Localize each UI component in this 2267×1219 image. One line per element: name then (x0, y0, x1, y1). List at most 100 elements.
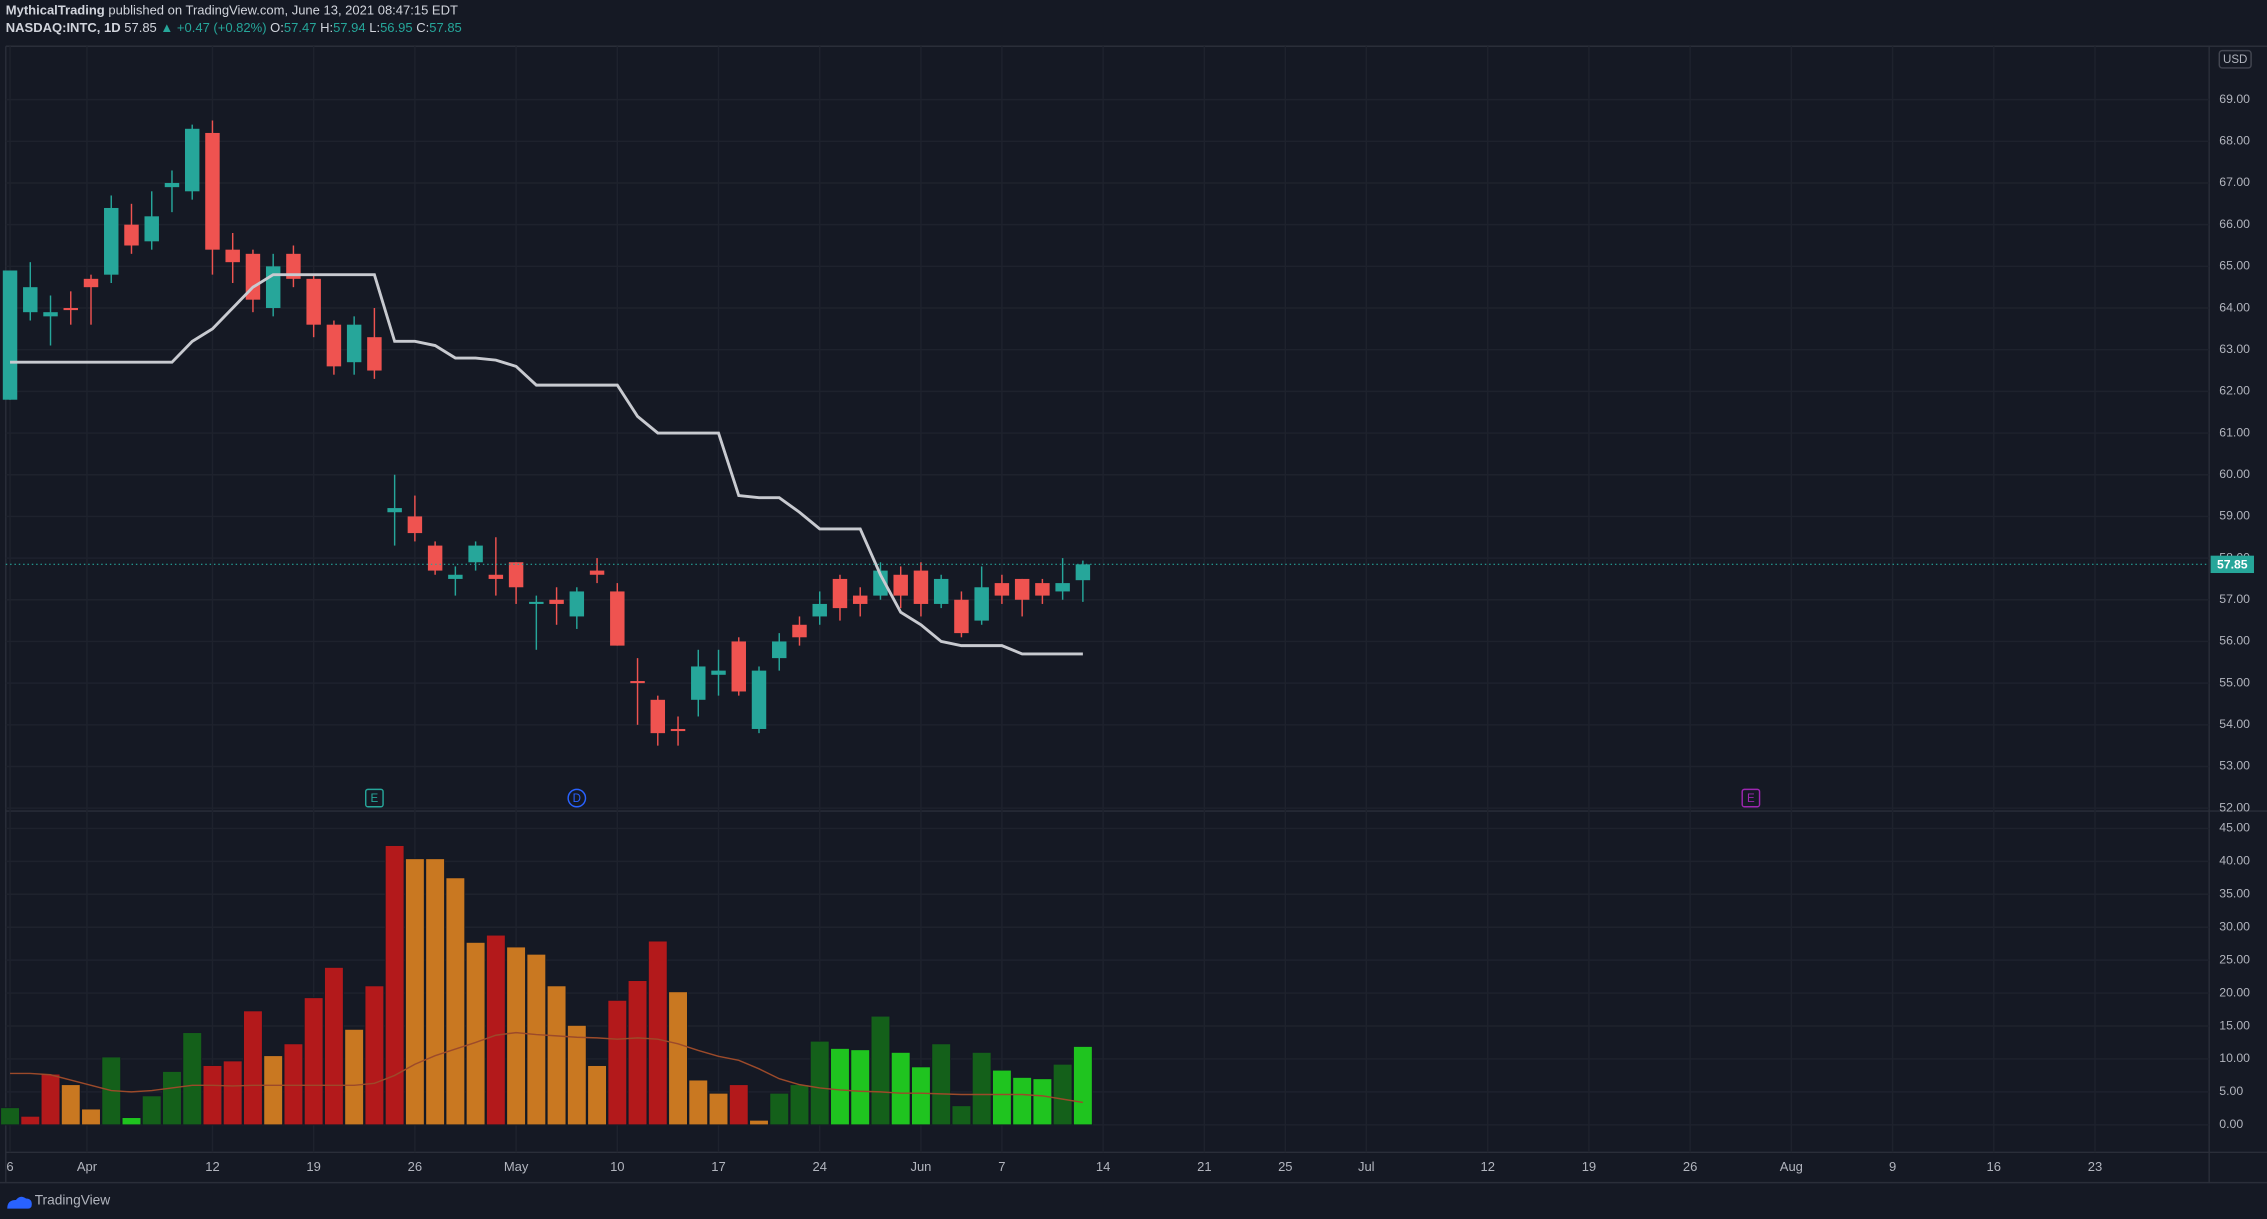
candle-body (63, 308, 78, 311)
x-tick-label: 12 (1480, 1159, 1494, 1174)
x-tick-label: 16 (1987, 1159, 2001, 1174)
event-shape (567, 788, 587, 808)
candle-body (1075, 564, 1091, 581)
volume-bar (182, 1032, 203, 1126)
y-tick-label: 67.00 (2219, 175, 2250, 189)
candle-body (468, 545, 483, 563)
y-tick-label: 63.00 (2219, 342, 2250, 356)
x-tick-label: 12 (205, 1159, 219, 1174)
brand[interactable]: TradingView (35, 1192, 111, 1207)
symbol: NASDAQ:INTC, 1D (6, 20, 121, 35)
published: published on TradingView.com, June 13, 2… (108, 3, 458, 18)
volume-bar (769, 1092, 790, 1126)
y-tick-label: 55.00 (2219, 675, 2250, 689)
volume-bar (971, 1051, 992, 1126)
candle-body (43, 312, 58, 317)
volume-bar (405, 858, 425, 1126)
candle-body (306, 278, 321, 325)
logo-cloud (7, 1196, 32, 1209)
x-tick-label: 24 (812, 1159, 826, 1174)
author: MythicalTrading (6, 3, 105, 18)
currency-box[interactable] (2218, 49, 2252, 69)
x-tick-label: 10 (610, 1159, 624, 1174)
last-close: 57.85 (124, 20, 157, 35)
candle-body (184, 128, 200, 192)
volume-bar (890, 1051, 911, 1126)
y-tick-label: 69.00 (2219, 92, 2250, 106)
volume-bar (708, 1092, 729, 1126)
candle-body (650, 699, 666, 734)
event-marker[interactable]: E (364, 788, 384, 808)
x-tick-label: 21 (1197, 1159, 1211, 1174)
symbol-line: NASDAQ:INTC, 1D 57.85 ▲ +0.47 (+0.82%) O… (6, 20, 462, 35)
volume-bar (1032, 1078, 1053, 1126)
volume-bar (425, 858, 445, 1126)
candle-body (164, 182, 180, 188)
volume-bar (850, 1049, 871, 1126)
x-tick-label: Aug (1780, 1159, 1803, 1174)
volume-bar (1012, 1076, 1032, 1126)
candle-body (711, 670, 726, 675)
volume-bar (81, 1108, 101, 1126)
volume-bar (566, 1024, 587, 1126)
chart-root: MythicalTrading published on TradingView… (0, 3, 2267, 1209)
close-label: C: (416, 20, 429, 35)
candle-body (630, 681, 645, 684)
volume-bar (911, 1066, 931, 1126)
currency[interactable]: USD (2223, 54, 2247, 66)
volume-bar (931, 1043, 952, 1126)
open-label: O: (270, 20, 284, 35)
volume-ma-line (10, 1031, 1083, 1104)
candle-body (731, 641, 746, 692)
x-tick-label: 19 (306, 1159, 320, 1174)
candle-body (873, 570, 888, 596)
candle-body (852, 595, 868, 604)
y-tick-label: 61.00 (2219, 425, 2250, 439)
candle-body (670, 728, 686, 732)
x-tick-label: 19 (1582, 1159, 1596, 1174)
candle-body (346, 324, 362, 363)
volume-bar (202, 1065, 223, 1126)
volume-bar (121, 1117, 142, 1126)
x-tick-label: 23 (2088, 1159, 2102, 1174)
low-label: L: (369, 20, 380, 35)
x-tick-label: Jul (1358, 1159, 1375, 1174)
y-tick-label: 64.00 (2219, 300, 2250, 314)
y-tick-label: 56.00 (2219, 634, 2250, 648)
event-marker[interactable]: D (567, 788, 587, 808)
volume-bar (40, 1073, 61, 1126)
y-tick-label: 40.00 (2219, 854, 2250, 868)
y-tick-label: 68.00 (2219, 134, 2250, 148)
brand-logo[interactable]: TradingView (7, 1192, 111, 1209)
candle-body (265, 266, 281, 309)
volume-bar (627, 980, 648, 1126)
volume-bar (364, 985, 385, 1126)
x-tick-label: 25 (1278, 1159, 1292, 1174)
volume-bar (20, 1115, 41, 1126)
y-tick-label: 20.00 (2219, 985, 2250, 999)
y-tick-label: 25.00 (2219, 952, 2250, 966)
candle-body (954, 599, 969, 634)
candle-body (407, 516, 423, 534)
y-tick-label: 66.00 (2219, 217, 2250, 231)
volume-bar (141, 1095, 162, 1126)
low-value: 56.95 (380, 20, 413, 35)
event-marker[interactable]: E (1741, 788, 1761, 808)
volume-bar (162, 1071, 182, 1126)
y-tick-label: 53.00 (2219, 759, 2250, 773)
y-tick-label: 15.00 (2219, 1018, 2250, 1032)
candle-body (448, 574, 463, 579)
volume-bar (506, 946, 526, 1126)
y-tick-label: 52.00 (2219, 800, 2250, 814)
volume-bar (1073, 1046, 1093, 1126)
volume-bar (222, 1060, 243, 1126)
volume-bar (0, 1107, 20, 1126)
volume-bar (263, 1055, 284, 1126)
candle-body (913, 570, 929, 604)
change: ▲ +0.47 (+0.82%) (160, 20, 266, 35)
candle-body (1055, 583, 1070, 592)
last-price-label: 57.85 (2217, 557, 2248, 571)
volume-bar (465, 941, 486, 1126)
candle-body (144, 216, 159, 242)
